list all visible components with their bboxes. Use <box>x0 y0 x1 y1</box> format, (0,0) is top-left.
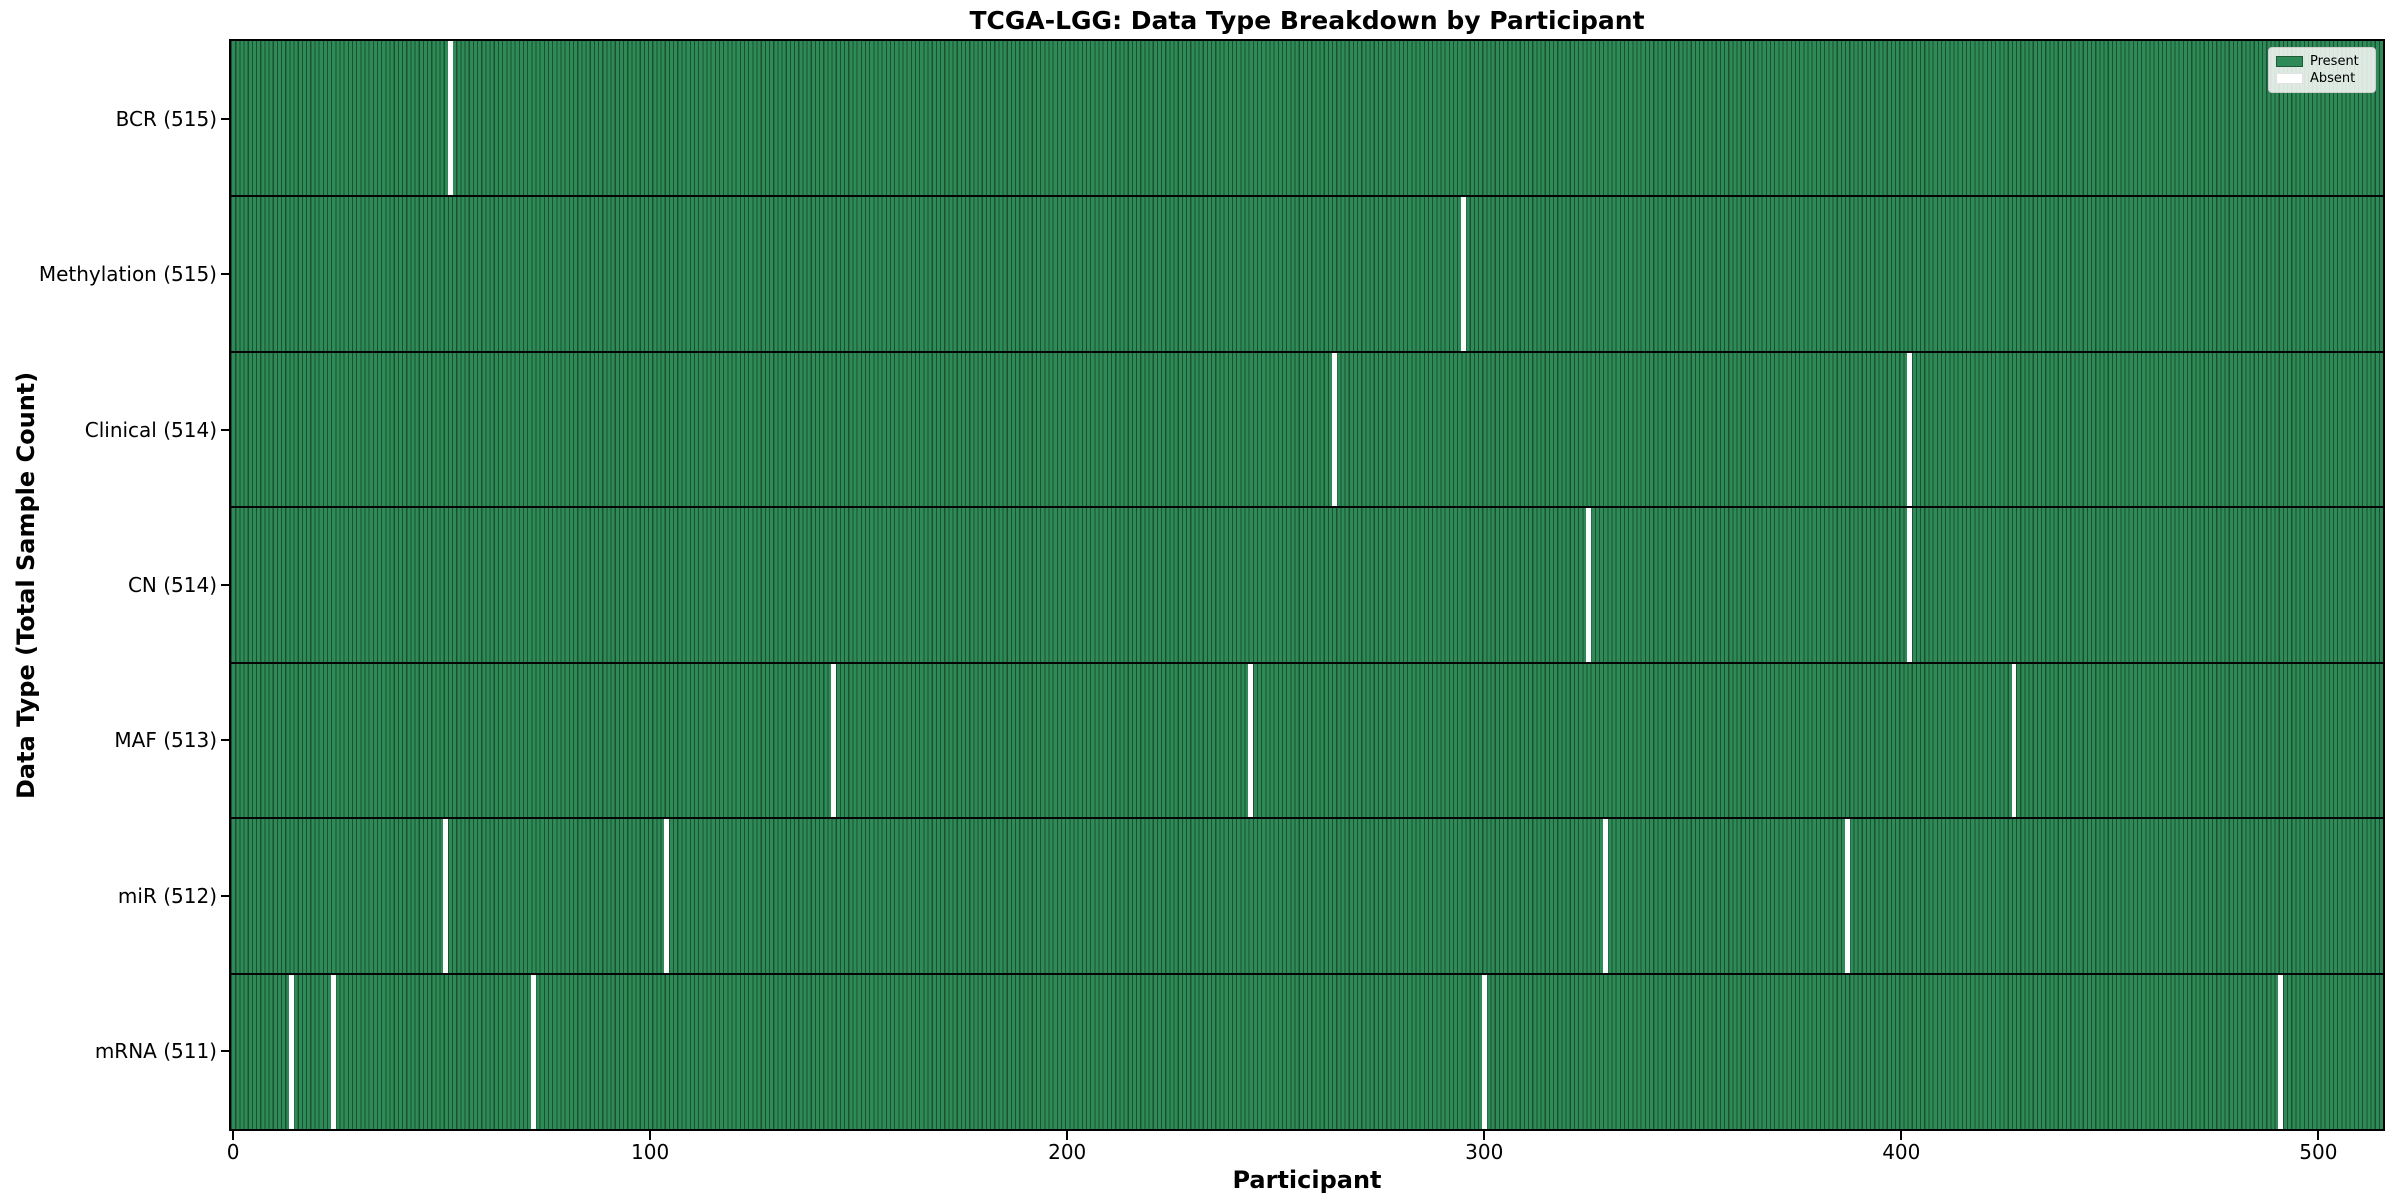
y-tick-label-bcr: BCR (515) <box>115 106 217 131</box>
absent-swatch-icon <box>2276 73 2303 84</box>
absent-gap <box>443 818 449 974</box>
absent-gap <box>530 973 536 1129</box>
y-tick-label-clinical: Clinical (514) <box>84 417 217 442</box>
x-tick-label: 200 <box>1048 1140 1087 1164</box>
y-tick-mark <box>221 273 229 276</box>
absent-gap <box>2011 662 2017 819</box>
absent-gap <box>831 662 837 819</box>
row-bcr <box>231 41 2383 197</box>
x-tick-mark <box>2317 1131 2320 1140</box>
x-tick-label: 400 <box>1882 1140 1921 1164</box>
y-tick-label-methylation: Methylation (515) <box>38 262 217 287</box>
x-tick-label: 500 <box>2299 1140 2338 1164</box>
y-tick-label-mir: miR (512) <box>117 883 217 908</box>
legend-label: Present <box>2310 54 2359 69</box>
row-separator <box>231 350 2383 353</box>
x-tick-label: 100 <box>631 1140 670 1164</box>
row-cn <box>231 507 2383 663</box>
row-mir <box>231 818 2383 974</box>
absent-gap <box>1907 507 1913 663</box>
legend-label: Absent <box>2310 71 2356 86</box>
x-tick-label: 0 <box>226 1140 240 1164</box>
y-tick-mark <box>221 739 229 742</box>
row-separator <box>231 817 2383 820</box>
x-tick-mark <box>1483 1131 1486 1140</box>
y-tick-mark <box>221 584 229 586</box>
absent-gap <box>1248 662 1254 819</box>
absent-gap <box>2278 973 2284 1129</box>
absent-gap <box>330 973 336 1129</box>
row-methylation <box>231 196 2383 352</box>
y-tick-label-cn: CN (514) <box>127 573 217 597</box>
absent-gap <box>1586 507 1592 663</box>
y-tick-mark <box>221 428 229 431</box>
absent-gap <box>1602 818 1608 974</box>
row-separator <box>231 661 2383 664</box>
row-maf <box>231 662 2383 819</box>
row-mrna <box>231 973 2383 1129</box>
absent-gap <box>289 973 295 1129</box>
absent-gap <box>447 41 453 197</box>
absent-gap <box>1331 351 1337 508</box>
present-swatch-icon <box>2276 56 2303 67</box>
absent-gap <box>1907 351 1913 508</box>
plot-area <box>229 39 2385 1131</box>
y-tick-label-mrna: mRNA (511) <box>94 1039 217 1064</box>
chart-title: TCGA-LGG: Data Type Breakdown by Partici… <box>969 6 1645 35</box>
legend: Present Absent <box>2268 47 2376 93</box>
absent-gap <box>1481 973 1487 1129</box>
y-tick-mark <box>221 1050 229 1053</box>
x-tick-label: 300 <box>1465 1140 1504 1164</box>
x-tick-mark <box>1066 1131 1069 1140</box>
row-separator <box>231 506 2383 509</box>
absent-gap <box>1461 196 1466 352</box>
x-tick-mark <box>1900 1131 1903 1140</box>
legend-item-present: Present <box>2276 53 2368 70</box>
x-axis-label: Participant <box>1232 1166 1382 1194</box>
y-tick-mark <box>221 894 229 897</box>
absent-gap <box>1844 818 1850 974</box>
x-tick-mark <box>232 1131 235 1140</box>
x-tick-mark <box>649 1131 652 1140</box>
legend-item-absent: Absent <box>2276 70 2368 87</box>
row-separator <box>231 195 2383 198</box>
absent-gap <box>664 818 670 974</box>
y-tick-mark <box>221 117 229 120</box>
y-tick-label-maf: MAF (513) <box>114 728 217 753</box>
row-clinical <box>231 351 2383 508</box>
row-separator <box>231 972 2383 975</box>
